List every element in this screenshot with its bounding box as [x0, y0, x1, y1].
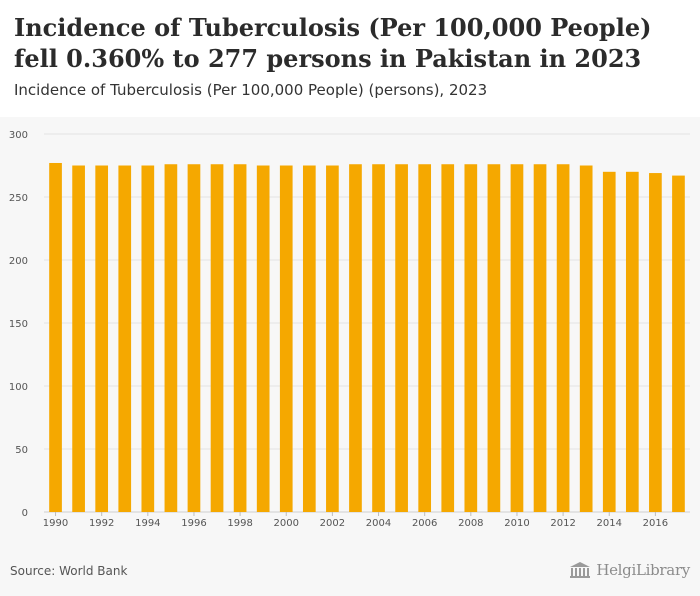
x-tick-label: 1996: [181, 518, 206, 529]
bar-2001: [302, 165, 316, 512]
y-tick-label: 0: [22, 508, 28, 519]
y-tick-label: 300: [9, 130, 28, 141]
bar-2017: [672, 175, 685, 512]
bar-2015: [625, 171, 639, 513]
bar-2010: [510, 164, 524, 513]
bar-2016: [649, 173, 662, 512]
bar-1993: [118, 165, 132, 512]
chart-title: Incidence of Tuberculosis (Per 100,000 P…: [14, 13, 652, 73]
x-tick-label: 2008: [458, 518, 483, 529]
chart-subtitle: Incidence of Tuberculosis (Per 100,000 P…: [14, 81, 488, 99]
bar-2004: [372, 164, 385, 513]
y-tick-label: 100: [9, 382, 28, 393]
bar-2000: [279, 165, 293, 512]
bar-2012: [556, 164, 570, 513]
x-tick-label: 2006: [412, 518, 437, 529]
x-tick-label: 2002: [320, 518, 345, 529]
source-note: Source: World Bank: [10, 564, 128, 578]
y-tick-label: 50: [15, 445, 28, 456]
bar-1997: [210, 164, 224, 513]
bar-2008: [464, 164, 478, 513]
bar-2013: [579, 165, 593, 512]
bar-1999: [256, 165, 270, 512]
y-tick-label: 200: [9, 256, 28, 267]
x-tick-label: 1990: [43, 518, 68, 529]
bar-2007: [441, 164, 455, 513]
x-tick-label: 2000: [274, 518, 299, 529]
y-tick-label: 250: [9, 193, 28, 204]
bar-1998: [233, 164, 247, 513]
y-tick-label: 150: [9, 319, 28, 330]
x-tick-label: 2010: [504, 518, 529, 529]
bar-2014: [602, 171, 616, 513]
bar-1991: [72, 165, 85, 512]
bar-2002: [326, 165, 339, 512]
bar-1995: [164, 164, 178, 513]
logo-text: HelgiLibrary: [596, 561, 690, 579]
x-tick-label: 1994: [135, 518, 160, 529]
bar-2006: [418, 164, 432, 513]
x-tick-label: 2012: [550, 518, 575, 529]
bar-2003: [349, 164, 362, 513]
chart-header: Incidence of Tuberculosis (Per 100,000 P…: [0, 0, 700, 117]
bar-2011: [533, 164, 547, 513]
x-tick-label: 2016: [643, 518, 668, 529]
bar-1992: [95, 165, 109, 512]
library-building-icon: [570, 562, 591, 578]
x-tick-label: 2014: [597, 518, 622, 529]
bar-1996: [187, 164, 201, 513]
x-tick-label: 1998: [227, 518, 252, 529]
bar-1994: [141, 165, 155, 512]
bar-2005: [395, 164, 408, 513]
bar-1990: [49, 162, 62, 513]
bar-2009: [487, 164, 501, 513]
bar-chart: 0 50 100 150 200 250 300 1990 1992 1994 1996 1998 20…: [9, 130, 690, 529]
x-tick-label: 2004: [366, 518, 391, 529]
helgi-library-logo: HelgiLibrary: [569, 561, 690, 579]
x-tick-label: 1992: [89, 518, 114, 529]
